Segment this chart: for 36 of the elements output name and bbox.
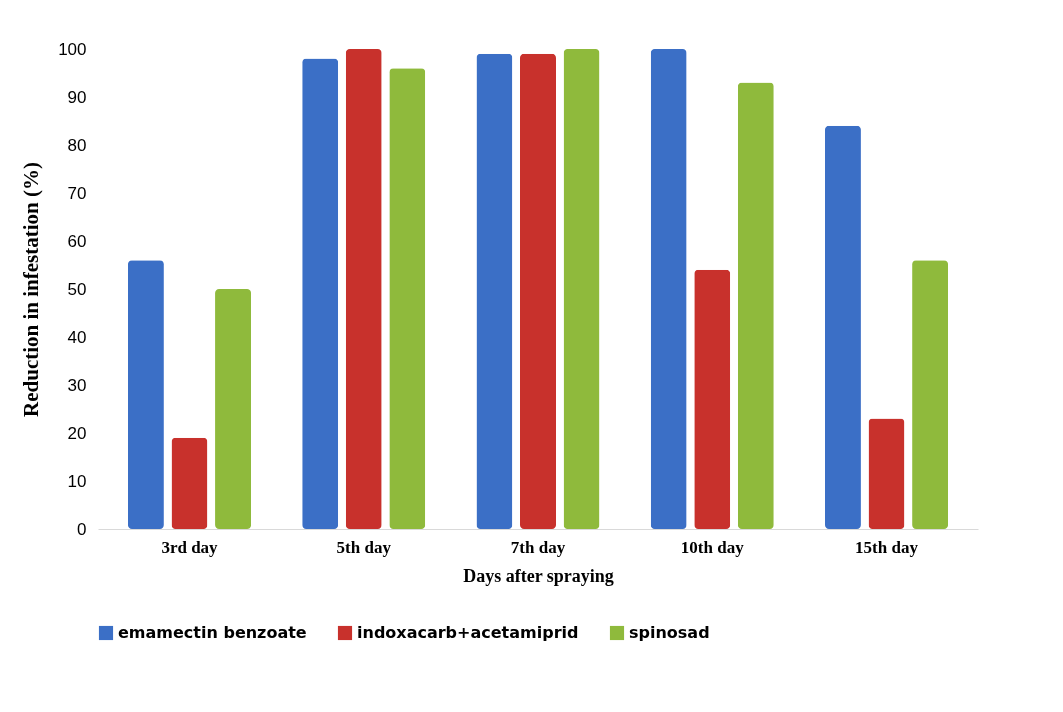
y-tick-label: 20 <box>67 423 87 443</box>
bar <box>912 260 949 529</box>
bar <box>650 49 687 529</box>
y-tick-label: 40 <box>67 327 87 347</box>
bar <box>737 82 774 529</box>
bar <box>345 49 382 529</box>
x-tick-label: 5th day <box>336 537 392 557</box>
y-tick-label: 70 <box>67 183 87 203</box>
x-tick-label: 3rd day <box>161 537 219 557</box>
y-tick-label: 60 <box>67 231 87 251</box>
bar <box>389 68 426 529</box>
x-tick-label: 15th day <box>855 537 919 557</box>
bar <box>563 49 600 529</box>
bar <box>302 58 339 529</box>
bar <box>520 53 556 529</box>
y-tick-label: 30 <box>67 375 87 395</box>
legend-label: spinosad <box>629 623 710 642</box>
y-tick-label: 0 <box>77 519 87 539</box>
x-tick-label: 10th day <box>680 537 745 557</box>
legend-label: indoxacarb+acetamiprid <box>357 623 579 642</box>
bar <box>127 260 164 529</box>
bar <box>215 289 252 529</box>
legend-label: emamectin benzoate <box>118 623 307 642</box>
y-tick-label: 80 <box>67 135 87 155</box>
x-tick-label: 7th day <box>510 537 566 557</box>
bar <box>171 437 208 529</box>
y-tick-label: 90 <box>67 87 87 107</box>
bar <box>868 418 905 529</box>
y-tick-label: 10 <box>67 471 87 491</box>
y-axis-title: Reduction in infestation (%) <box>19 162 44 417</box>
y-tick-label: 50 <box>67 279 87 299</box>
y-tick-label: 100 <box>58 39 87 59</box>
x-axis-title: Days after spraying <box>463 565 614 586</box>
bar <box>694 269 731 529</box>
bar <box>476 53 513 529</box>
bar <box>824 125 861 529</box>
